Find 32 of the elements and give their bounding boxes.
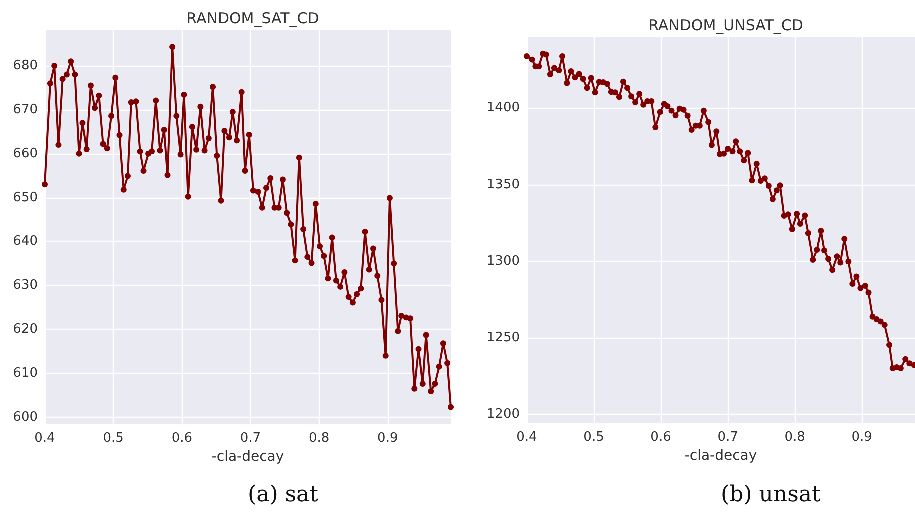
y-tick-label: 1300 [486,254,520,269]
y-tick-label: 600 [13,410,38,425]
x-tick-label: 0.4 [516,430,538,445]
x-tick-label: 0.9 [852,430,872,445]
x-axis-title: -cla-decay [212,449,284,465]
x-tick-label: 0.7 [240,431,262,446]
x-axis-title: -cla-decay [684,448,758,464]
x-tick-label: 0.7 [718,430,738,445]
x-tick-label: 0.5 [103,431,124,446]
y-tick-label: 620 [13,322,38,338]
y-tick-label: 670 [13,102,38,118]
y-tick-label: 660 [13,146,38,162]
x-tick-label: 0.6 [650,430,672,445]
y-tick-label: 650 [13,190,38,206]
x-tick-label: 0.8 [308,431,330,446]
y-tick-label: 680 [13,58,38,74]
y-tick-label: 640 [13,234,38,250]
y-tick-label: 630 [13,278,38,294]
x-tick-label: 0.8 [784,430,806,445]
text: (b) unsat [721,482,821,508]
chart-title: RANDOM_SAT_CD [186,10,320,28]
y-tick-label: 610 [13,366,38,381]
x-tick-label: 0.6 [172,431,193,446]
y-tick-label: 1250 [486,330,520,346]
x-tick-label: 0.5 [584,430,604,445]
y-tick-label: 1350 [486,177,520,192]
chart-title: RANDOM_UNSAT_CD [648,16,804,34]
text: (a) sat [248,482,319,508]
y-tick-label: 1200 [486,407,520,422]
x-tick-label: 0.4 [34,431,56,446]
x-tick-label: 0.9 [378,431,398,446]
y-tick-label: 1400 [486,100,520,116]
